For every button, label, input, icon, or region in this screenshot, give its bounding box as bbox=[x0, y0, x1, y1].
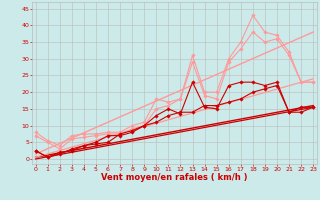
X-axis label: Vent moyen/en rafales ( km/h ): Vent moyen/en rafales ( km/h ) bbox=[101, 173, 248, 182]
